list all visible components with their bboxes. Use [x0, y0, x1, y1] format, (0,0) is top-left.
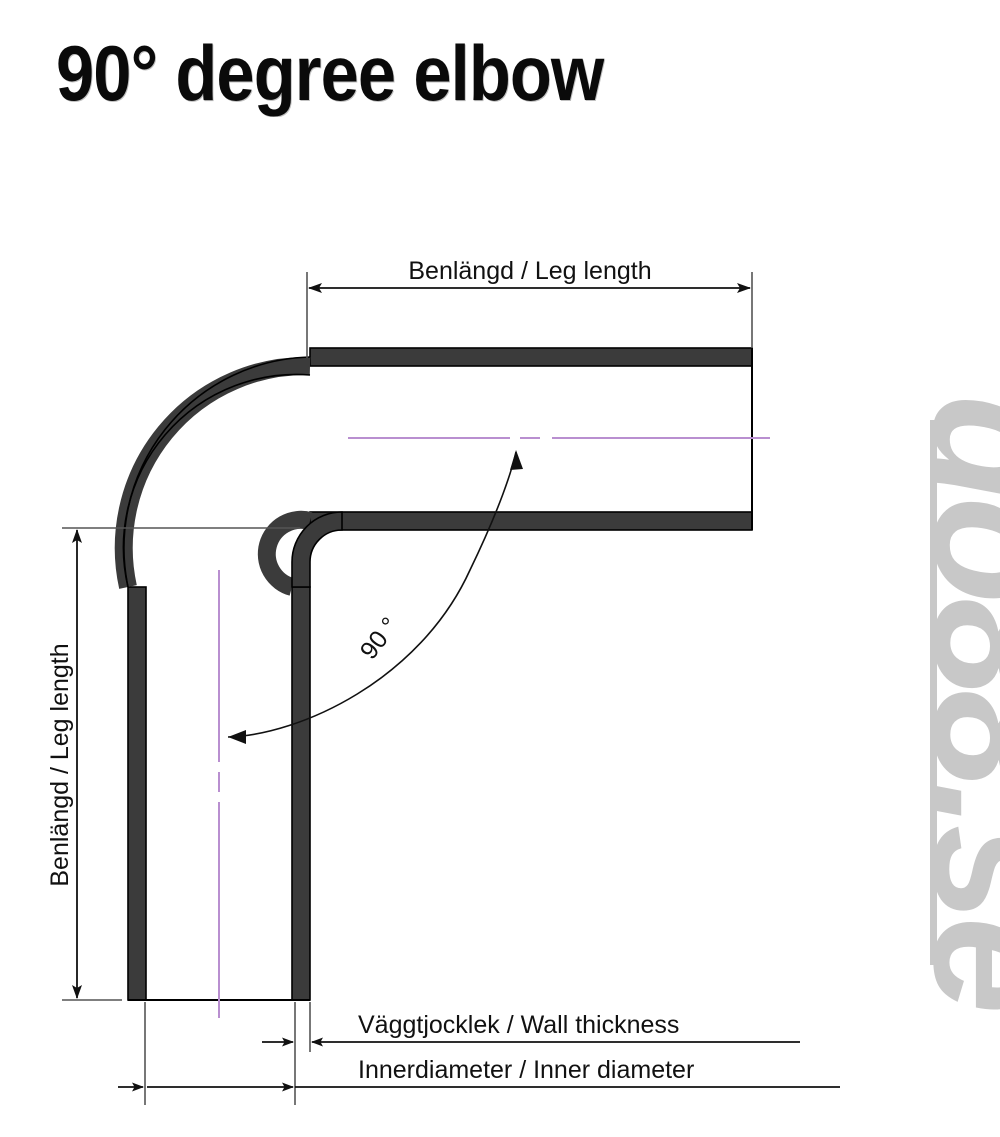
angle-arrow-head-top — [510, 450, 523, 470]
horizontal-leg-top-wall — [309, 347, 753, 367]
elbow-body — [114, 347, 753, 1001]
vertical-leg-left-wall — [127, 586, 147, 1001]
vertical-leg-right-wall — [291, 586, 311, 1001]
dimension-label-leg-length-vertical: Benlängd / Leg length — [46, 643, 74, 886]
horizontal-leg-bottom-wall — [309, 511, 753, 531]
dimension-leg-length-vertical: Benlängd / Leg length — [46, 527, 300, 1001]
inner-bend-fillet — [291, 511, 343, 588]
watermark-text: do88.se — [897, 395, 1000, 1010]
dimension-leg-length-horizontal: Benlängd / Leg length — [306, 257, 753, 358]
dimension-inner-diameter: Innerdiameter / Inner diameter — [118, 1002, 840, 1105]
dimension-label-wall-thickness: Väggtjocklek / Wall thickness — [358, 1011, 679, 1039]
angle-label: 90 ° — [355, 612, 405, 665]
angle-arrow-head-left — [228, 730, 246, 744]
outer-bend-arc-outline-inner — [122, 373, 311, 588]
outer-bend-arc — [114, 356, 311, 589]
angle-arc-line — [227, 451, 517, 738]
inner-bend-arc — [257, 510, 313, 596]
angle-annotation-90: 90 ° — [227, 450, 523, 744]
dimension-label-inner-diameter: Innerdiameter / Inner diameter — [358, 1056, 694, 1084]
dimension-wall-thickness: Väggtjocklek / Wall thickness — [262, 1002, 800, 1060]
watermark-bar — [930, 420, 937, 965]
watermark-do88se: do88.se — [897, 395, 1000, 1010]
centerlines — [218, 437, 770, 1018]
page-title: 90° degree elbow — [56, 29, 604, 117]
dimension-label-leg-length-horizontal: Benlängd / Leg length — [408, 257, 651, 285]
